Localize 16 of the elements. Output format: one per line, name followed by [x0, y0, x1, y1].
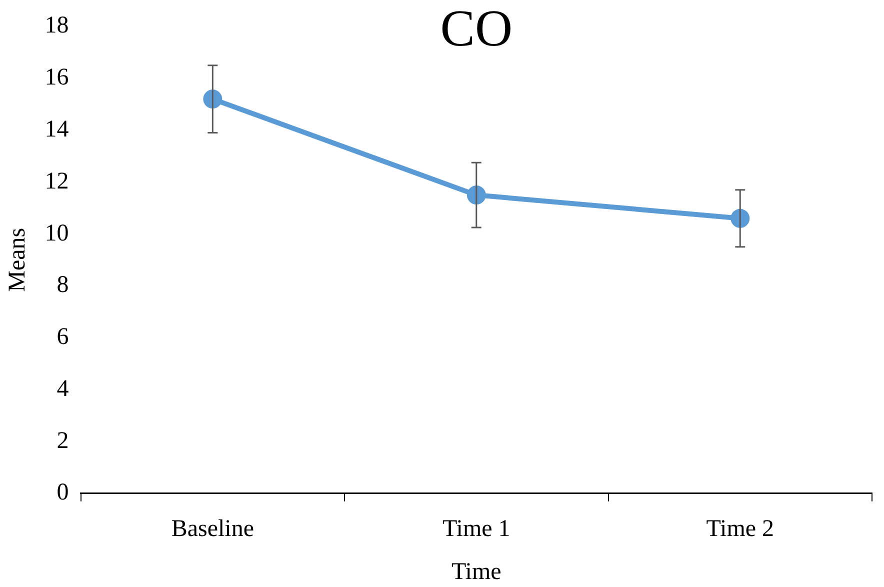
x-tick-label: Baseline: [171, 516, 254, 542]
x-tick-label: Time 2: [706, 516, 774, 542]
y-tick-label: 14: [44, 116, 69, 142]
x-axis-title: Time: [451, 558, 502, 585]
y-tick-label: 12: [44, 168, 69, 194]
y-tick-label: 4: [56, 376, 69, 402]
y-tick-label: 2: [56, 428, 69, 454]
chart-title: CO: [440, 0, 513, 58]
y-tick-label: 16: [44, 64, 69, 91]
y-tick-label: 6: [56, 324, 69, 350]
y-axis-title: Means: [4, 228, 31, 292]
y-tick-label: 18: [44, 12, 69, 39]
y-tick-label: 8: [56, 272, 69, 298]
x-tick-label: Time 1: [442, 516, 510, 542]
y-tick-label: 10: [44, 220, 69, 246]
y-tick-label: 0: [56, 480, 69, 506]
